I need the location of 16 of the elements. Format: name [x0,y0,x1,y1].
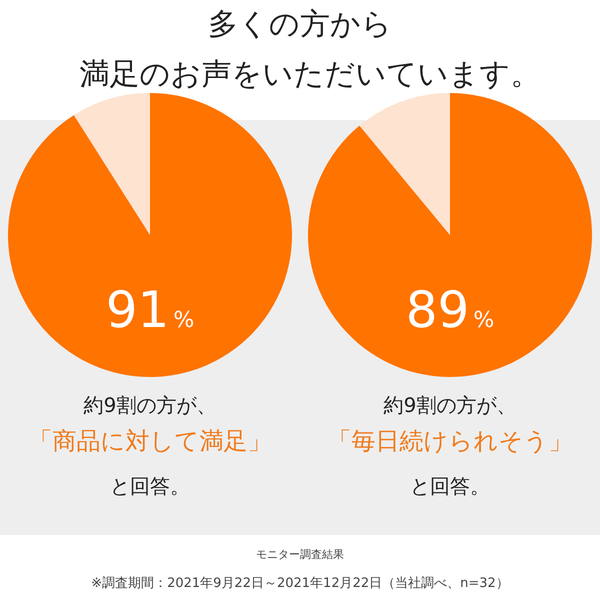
text: モニター調査結果 [256,548,344,561]
data-label: 91% [106,281,194,339]
text: 約9割の方が、 [84,393,216,417]
pie-slice [308,93,592,377]
chart-subtitle: 満足のお声をいただいています。 [80,57,540,92]
text: と回答。 [410,474,490,498]
text: と回答。 [110,474,190,498]
data-label: 89% [406,281,494,339]
text: 「商品に対して満足」 [28,427,272,455]
text: 約9割の方が、 [384,393,516,417]
pie-slice [74,93,150,235]
text: 「毎日続けられそう」 [328,427,572,455]
pie-slice [359,93,450,235]
pie-slice [8,93,292,377]
chart-title: 多くの方から [208,7,392,42]
text: ※調査期間：2021年9月22日～2021年12月22日（当社調べ、n=32） [91,576,509,591]
